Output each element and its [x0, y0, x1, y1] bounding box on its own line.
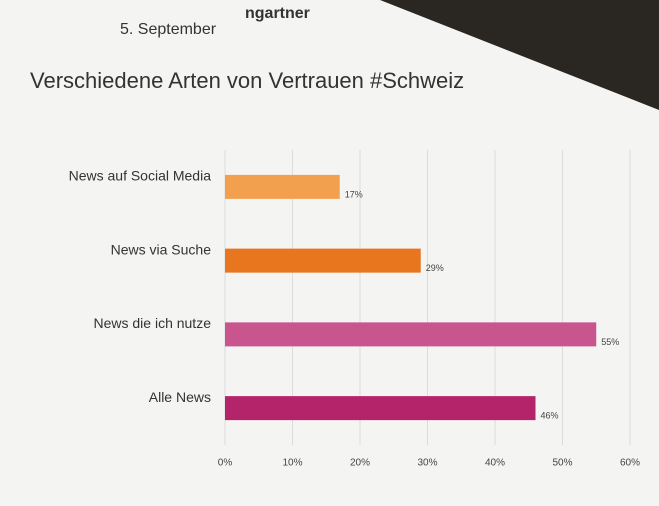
value-label: 17% — [345, 189, 363, 199]
x-tick-label: 10% — [282, 458, 302, 469]
bar — [225, 322, 596, 346]
y-tick-label: News die ich nutze — [93, 315, 211, 331]
x-tick-label: 20% — [350, 458, 370, 469]
x-tick-label: 0% — [218, 458, 233, 469]
bar — [225, 175, 340, 199]
chart: 5. September ngartner Verschiedene Arten… — [0, 0, 659, 506]
value-label: 55% — [601, 337, 619, 347]
author: ngartner — [245, 5, 310, 22]
y-tick-label: News auf Social Media — [69, 168, 212, 184]
chart-title: Verschiedene Arten von Vertrauen #Schwei… — [30, 68, 464, 93]
x-tick-label: 60% — [620, 458, 640, 469]
value-label: 46% — [541, 411, 559, 421]
x-tick-label: 40% — [485, 458, 505, 469]
y-tick-label: News via Suche — [111, 241, 212, 257]
x-tick-label: 50% — [552, 458, 572, 469]
y-tick-label: Alle News — [149, 389, 211, 405]
bar — [225, 396, 536, 420]
date: 5. September — [120, 21, 217, 38]
x-tick-label: 30% — [417, 458, 437, 469]
value-label: 29% — [426, 263, 444, 273]
bar — [225, 249, 421, 273]
